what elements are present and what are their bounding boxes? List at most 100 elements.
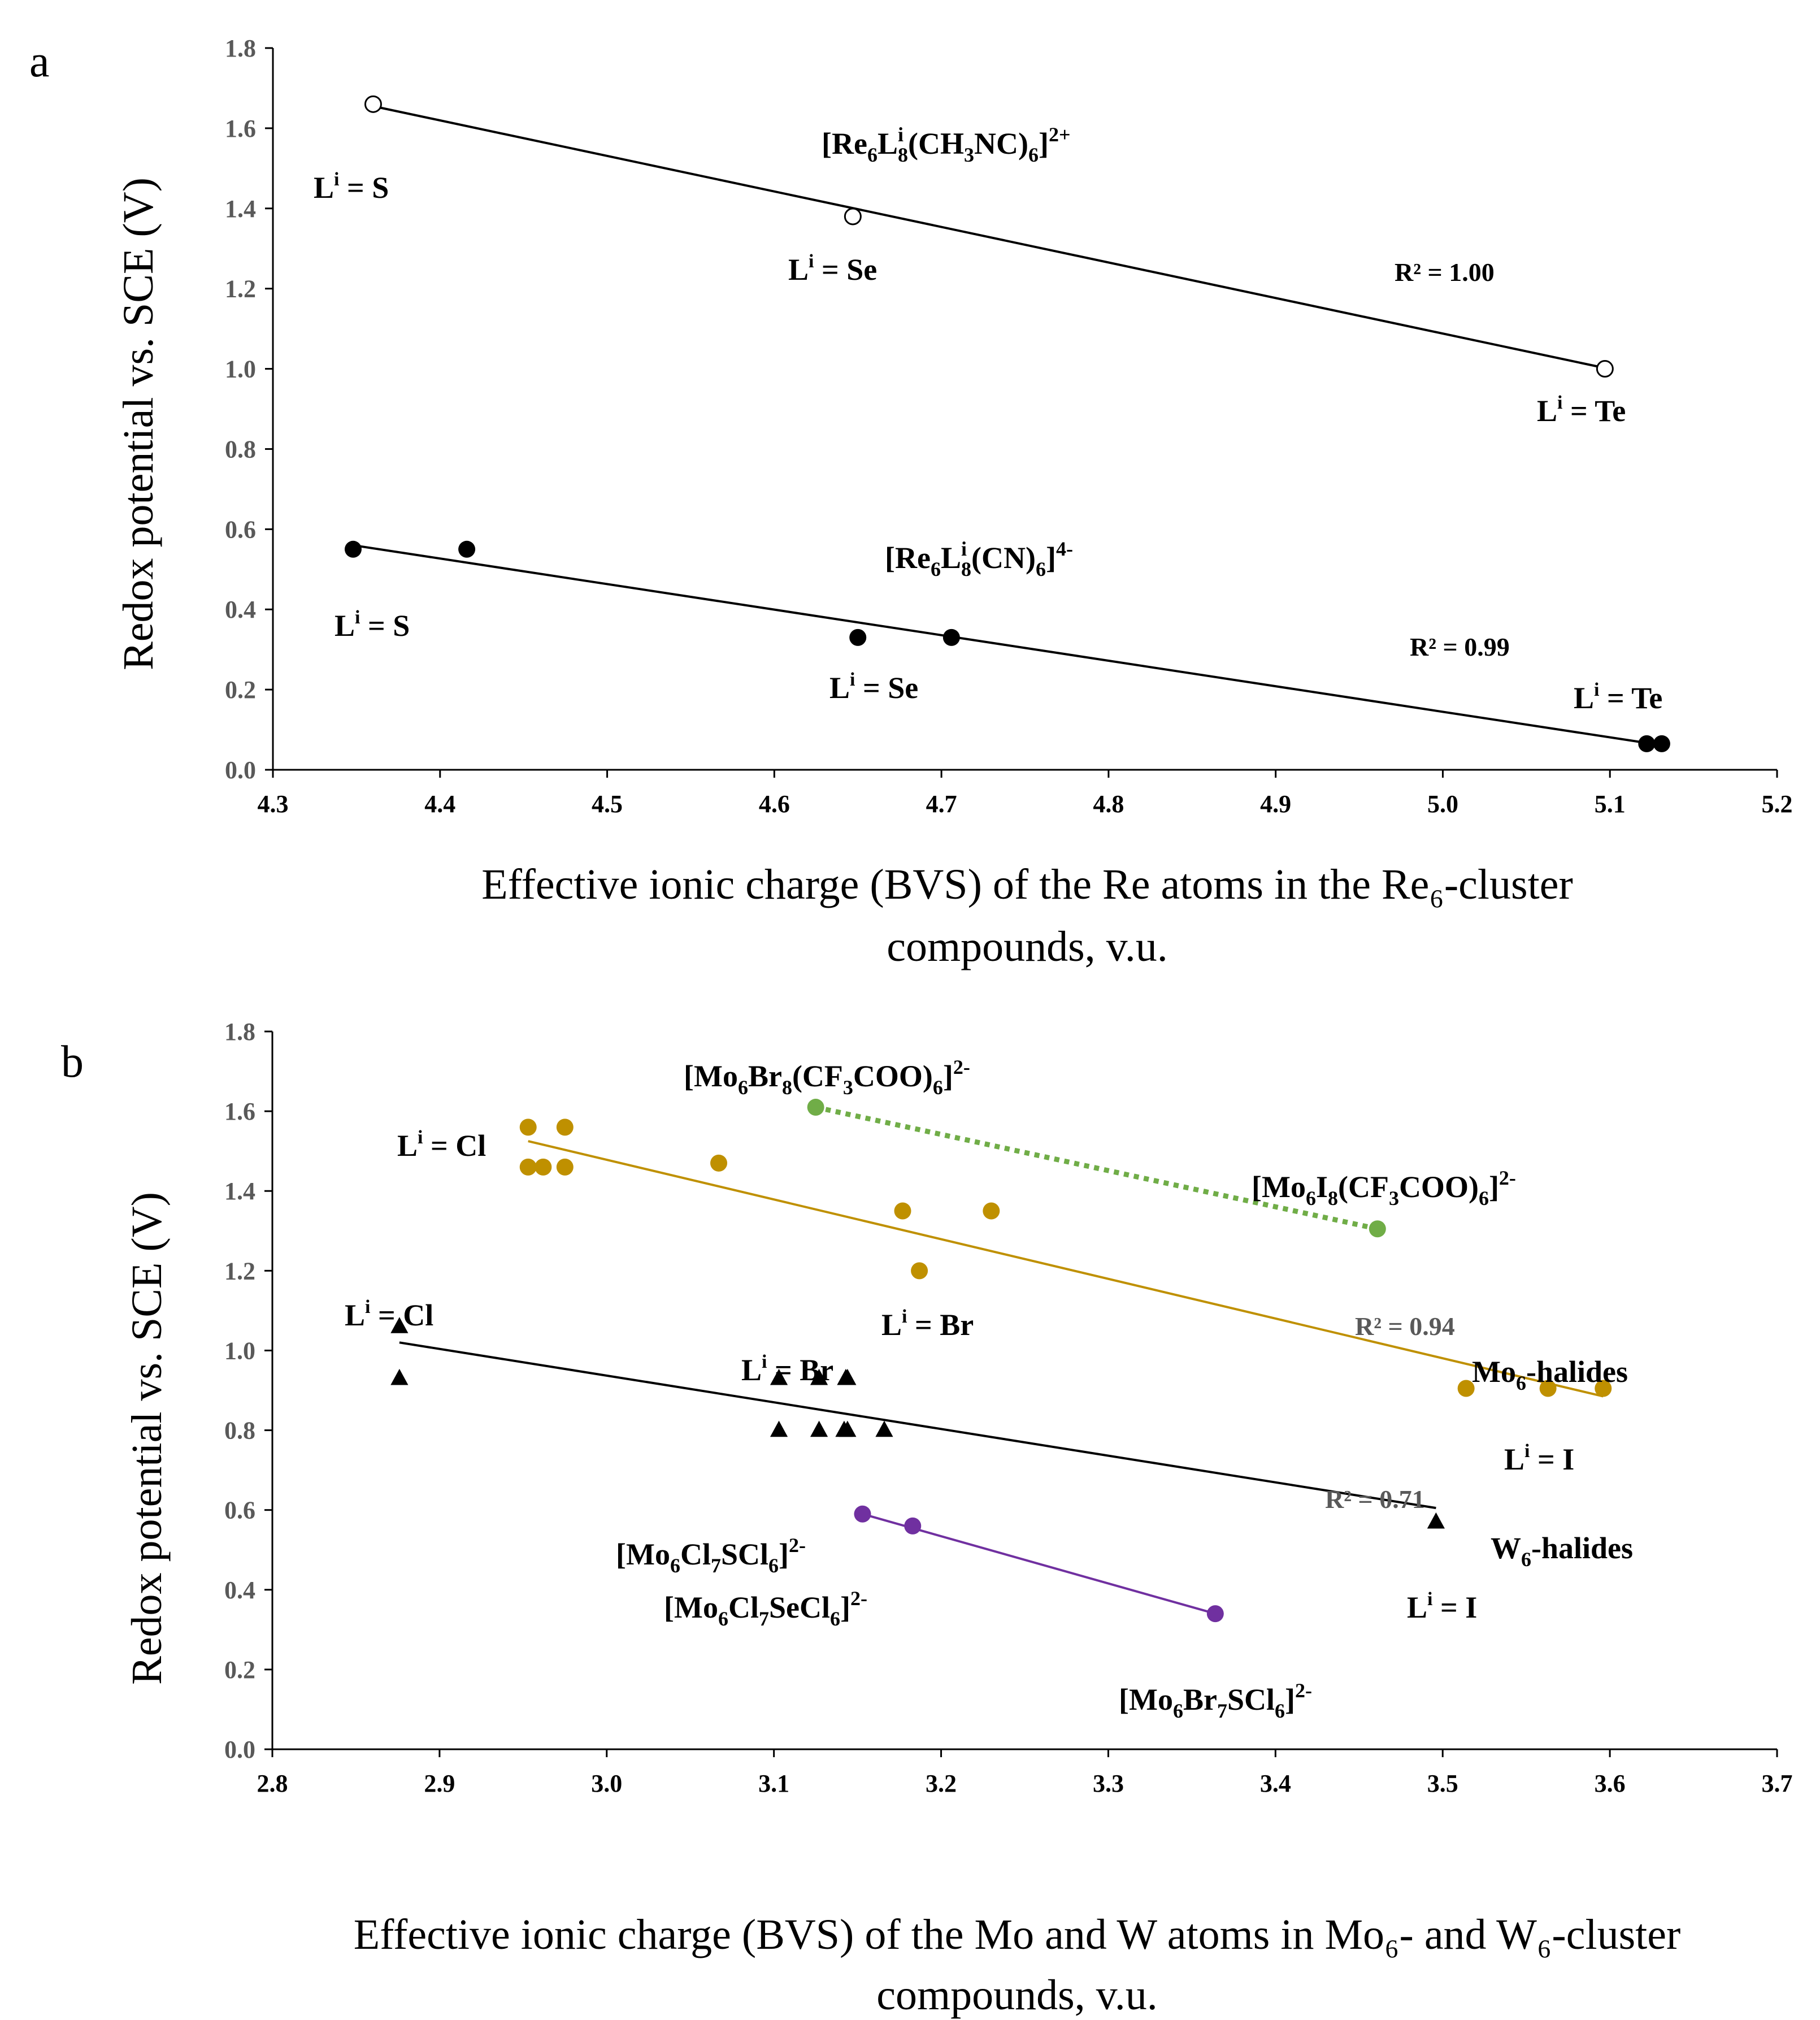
ligand-label-mo-cl: Li = Cl <box>397 1127 486 1163</box>
b-series-3-point <box>1206 1605 1224 1623</box>
a-x-tick-label: 5.0 <box>1427 790 1458 818</box>
b-series-1-point <box>1427 1512 1445 1529</box>
b-x-tick-label: 3.1 <box>758 1770 789 1797</box>
ligand-label-w-cl: Li = Cl <box>345 1297 433 1332</box>
group-label-mo6-halides: Mo6-halides <box>1472 1355 1628 1394</box>
a-series-0-point <box>844 207 862 226</box>
panel-a-letter: a <box>29 37 50 86</box>
b-y-tick-label: 1.8 <box>224 1018 255 1046</box>
a-series-0-point <box>1596 360 1614 378</box>
ligand-label-open-te: Li = Te <box>1537 392 1626 428</box>
b-y-tick-label: 0.8 <box>224 1417 255 1445</box>
b-y-tick-label: 1.0 <box>224 1337 255 1364</box>
a-series-1-point <box>458 540 476 558</box>
b-y-tick-label: 1.4 <box>224 1177 255 1205</box>
r2-label-w6-halides: R² = 0.71 <box>1325 1485 1425 1514</box>
group-label-w6-halides: W6-halides <box>1491 1531 1633 1571</box>
b-x-tick-label: 2.8 <box>257 1770 288 1797</box>
panel-a-chart: a 0.0 0.2 0.4 0.6 0.8 1.0 1.2 1.4 1.6 1.8 4.3 4.4 4.… <box>29 34 1793 970</box>
panel-b-chart: b 0.0 0.2 0.4 0.6 0.8 1.0 1.2 1.4 1.6 1.8 2.8 2.9 3.… <box>61 1018 1793 2019</box>
r2-label-mo6-halides: R² = 0.94 <box>1355 1312 1455 1341</box>
b-series-1-point <box>770 1420 788 1437</box>
a-series-1-point <box>942 628 960 646</box>
b-series-0-point <box>535 1158 552 1176</box>
a-x-tick-label: 4.7 <box>926 790 957 818</box>
formula-mo6br8-cf3coo: [Mo6Br8(CF3COO)6]2- <box>684 1056 970 1099</box>
panel-a-series <box>344 95 1670 752</box>
b-series-1-point <box>810 1420 828 1437</box>
formula-mo6cl7scl6: [Mo6Cl7SCl6]2- <box>616 1534 806 1577</box>
a-x-tick-label: 4.9 <box>1260 790 1291 818</box>
b-x-tick-label: 2.9 <box>424 1770 455 1797</box>
a-series-1-point <box>849 628 867 646</box>
b-series-0-point <box>556 1158 574 1176</box>
b-y-tick-label: 1.2 <box>224 1257 255 1285</box>
b-y-tick-label: 0.6 <box>224 1497 255 1524</box>
formula-mo6cl7secl6: [Mo6Cl7SeCl6]2- <box>664 1587 867 1630</box>
b-x-tick-label: 3.0 <box>591 1770 622 1797</box>
ligand-label-filled-s: Li = S <box>335 607 410 643</box>
a-y-tick-label: 1.0 <box>225 356 256 383</box>
b-series-0-point <box>894 1202 911 1220</box>
a-y-tick-label: 0.8 <box>225 435 256 463</box>
b-series-3-point <box>904 1517 922 1534</box>
ligand-label-filled-se: Li = Se <box>829 669 918 705</box>
a-trendline-1 <box>353 544 1652 745</box>
b-series-1-point <box>770 1368 788 1385</box>
panel-b-x-axis-label-line2: compounds, v.u. <box>876 1971 1158 2019</box>
b-trendline-2 <box>815 1104 1378 1232</box>
b-y-tick-label: 1.6 <box>224 1098 255 1125</box>
a-x-tick-label: 4.3 <box>258 790 289 818</box>
panel-b-y-axis-label: Redox potential vs. SCE (V) <box>123 1192 171 1685</box>
a-y-tick-label: 1.8 <box>225 34 256 62</box>
r2-label-open: R² = 1.00 <box>1395 258 1495 287</box>
panel-b-x-axis-label-line1: Effective ionic charge (BVS) of the Mo a… <box>354 1911 1681 1958</box>
b-series-0-point <box>556 1119 574 1136</box>
b-series-1-point <box>390 1368 409 1385</box>
a-x-tick-label: 5.2 <box>1762 790 1793 818</box>
b-series-0-point <box>519 1158 537 1176</box>
ligand-label-w-br: Li = Br <box>741 1351 833 1387</box>
a-x-tick-label: 5.1 <box>1595 790 1626 818</box>
b-series-0-point <box>983 1202 1000 1220</box>
b-series-1-point <box>839 1420 857 1437</box>
b-series-1-point <box>810 1368 828 1385</box>
formula-mo6i8-cf3coo: [Mo6I8(CF3COO)6]2- <box>1252 1167 1516 1210</box>
b-trendline-3 <box>862 1512 1216 1615</box>
ligand-label-w-i: Li = I <box>1407 1589 1477 1624</box>
ligand-label-open-se: Li = Se <box>788 251 877 287</box>
b-series-1-point <box>875 1420 893 1437</box>
b-series-1-point <box>839 1368 857 1385</box>
b-series-0-point <box>519 1119 537 1136</box>
a-y-tick-label: 1.6 <box>225 115 256 142</box>
a-trendline-0 <box>373 105 1605 370</box>
b-x-tick-label: 3.5 <box>1427 1770 1458 1797</box>
b-trendline-1 <box>399 1341 1436 1510</box>
a-series-1-point <box>1653 735 1670 752</box>
a-x-tick-label: 4.8 <box>1093 790 1124 818</box>
panel-b-series <box>390 1099 1612 1623</box>
b-y-tick-label: 0.4 <box>224 1576 255 1604</box>
b-series-0-point <box>1595 1380 1612 1397</box>
b-series-0-point <box>710 1154 728 1172</box>
b-series-0-point <box>1539 1380 1557 1397</box>
panel-a-y-axis-label: Redox potential vs. SCE (V) <box>115 177 162 670</box>
a-series-1-point <box>1638 735 1656 752</box>
a-series-0-point <box>364 95 382 113</box>
b-x-tick-label: 3.4 <box>1260 1770 1291 1797</box>
panel-a-x-axis-label-line1: Effective ionic charge (BVS) of the Re a… <box>481 861 1573 908</box>
b-x-tick-label: 3.3 <box>1093 1770 1124 1797</box>
formula-mo6br7scl6: [Mo6Br7SCl6]2- <box>1119 1679 1312 1722</box>
ligand-label-mo-br: Li = Br <box>881 1306 974 1342</box>
b-series-0-point <box>911 1262 928 1280</box>
a-y-tick-label: 0.6 <box>225 515 256 543</box>
b-y-tick-label: 0.0 <box>224 1736 255 1763</box>
a-y-tick-label: 1.2 <box>225 275 256 303</box>
b-series-2-point <box>807 1099 824 1116</box>
r2-label-filled: R² = 0.99 <box>1410 632 1510 661</box>
formula-re6-cn: [Re6Li 8(CN)6]4- <box>885 537 1073 580</box>
b-x-tick-label: 3.2 <box>926 1770 957 1797</box>
panel-a-x-axis-label-line2: compounds, v.u. <box>887 923 1168 970</box>
b-series-0-point <box>1457 1380 1475 1397</box>
